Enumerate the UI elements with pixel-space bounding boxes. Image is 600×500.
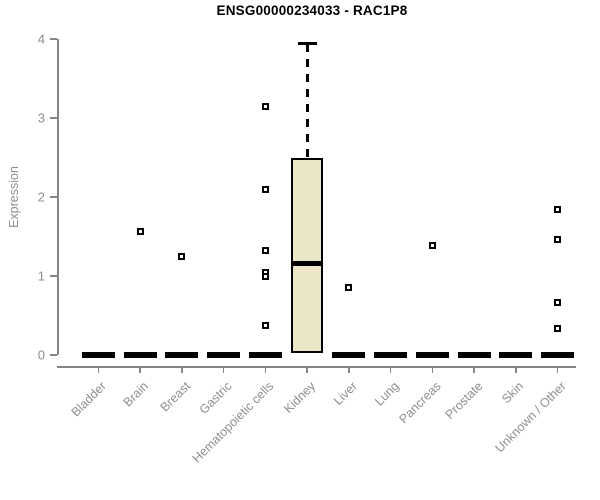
x-tick-label: Brain <box>120 379 152 410</box>
y-tick-label: 3 <box>37 110 45 126</box>
outlier-point <box>345 284 353 292</box>
median-line <box>291 260 324 266</box>
outlier-point <box>136 228 144 236</box>
y-tick-mark <box>50 117 57 119</box>
y-axis-label: Expression <box>7 166 21 228</box>
upper-whisker <box>305 43 309 158</box>
x-tick-label: Skin <box>499 379 527 407</box>
x-tick-mark <box>264 366 267 373</box>
collapsed-box-prostate <box>457 352 491 358</box>
x-tick-label: Kidney <box>281 379 319 416</box>
x-tick-mark <box>556 366 559 373</box>
collapsed-box-bladder <box>82 352 115 358</box>
x-tick-label: Bladder <box>69 379 110 420</box>
x-tick-mark <box>389 366 392 373</box>
collapsed-box-pancreas <box>415 352 449 358</box>
x-tick-mark <box>97 366 100 373</box>
outlier-point <box>554 299 562 307</box>
collapsed-box-skin <box>499 352 533 358</box>
x-tick-mark <box>139 366 141 373</box>
outlier-point <box>554 236 562 244</box>
y-tick-label: 0 <box>37 347 45 363</box>
x-axis-line <box>57 366 576 368</box>
y-axis-line <box>57 39 59 355</box>
x-tick-label: Pancreas <box>395 379 444 427</box>
x-tick-label: Gastric <box>196 379 235 417</box>
y-tick-mark <box>50 275 57 277</box>
outlier-point <box>261 247 269 255</box>
collapsed-box-lung <box>374 352 408 358</box>
x-tick-label: Prostate <box>442 379 485 422</box>
x-tick-label: Hematopoietic cells <box>189 379 277 466</box>
y-tick-label: 4 <box>37 31 45 47</box>
y-tick-label: 1 <box>37 268 45 284</box>
x-tick-label: Breast <box>157 379 193 415</box>
x-tick-mark <box>348 366 350 373</box>
outlier-point <box>261 273 269 281</box>
y-tick-label: 2 <box>37 189 45 205</box>
outlier-point <box>261 102 269 110</box>
x-tick-mark <box>181 366 183 373</box>
collapsed-box-hematopoietic-cells <box>248 352 282 358</box>
y-tick-mark <box>50 38 57 40</box>
x-tick-mark <box>515 366 517 373</box>
x-tick-mark <box>431 366 434 373</box>
x-tick-mark <box>222 366 225 373</box>
outlier-point <box>261 186 269 194</box>
collapsed-box-unknown-other <box>541 352 575 358</box>
x-tick-label: Lung <box>371 379 402 409</box>
outlier-point <box>554 324 562 332</box>
x-tick-label: Liver <box>330 379 360 409</box>
collapsed-box-brain <box>123 352 157 358</box>
collapsed-box-breast <box>165 352 199 358</box>
chart-title: ENSG00000234033 - RAC1P8 <box>216 3 408 18</box>
upper-whisker-cap <box>297 42 317 46</box>
outlier-point <box>261 322 269 330</box>
x-tick-mark <box>306 366 308 373</box>
outlier-point <box>428 241 436 249</box>
outlier-point <box>554 206 562 214</box>
collapsed-box-gastric <box>207 352 241 358</box>
box-kidney <box>291 157 324 354</box>
x-tick-mark <box>473 366 475 373</box>
y-tick-mark <box>50 354 57 356</box>
y-tick-mark <box>50 196 57 198</box>
collapsed-box-liver <box>332 352 366 358</box>
outlier-point <box>178 252 186 260</box>
